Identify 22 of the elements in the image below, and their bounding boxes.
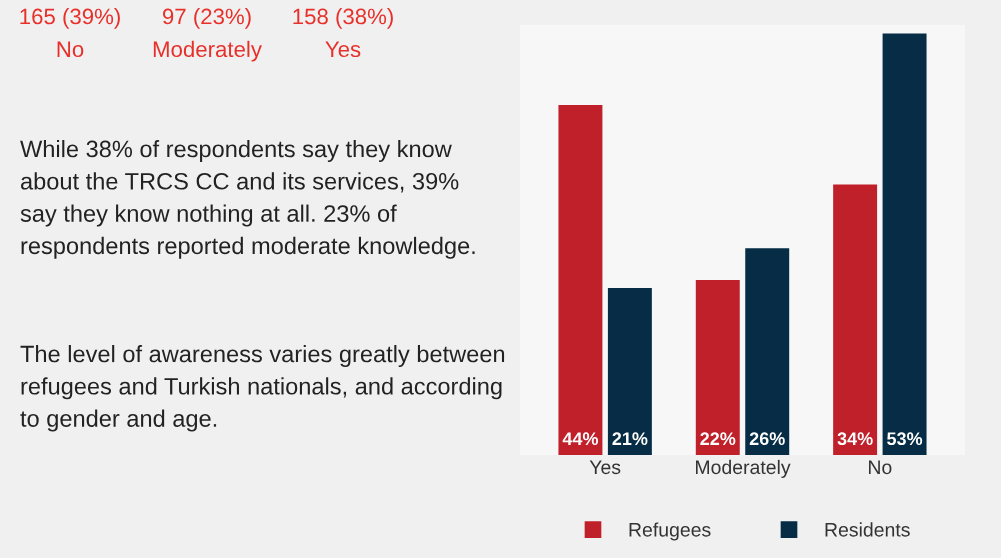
data-label: 26%: [749, 432, 785, 446]
bar: [882, 33, 927, 455]
x-tick-label: Yes: [589, 460, 621, 475]
legend-label: Refugees: [629, 522, 711, 541]
text: 158 (38%) Yes: [293, 8, 393, 58]
data-label: 22%: [700, 432, 736, 446]
x-tick-label: Moderately: [696, 459, 791, 478]
bar: [607, 287, 652, 455]
bar: [558, 105, 603, 455]
data-label: 53%: [887, 432, 923, 446]
legend-label: Residents: [825, 522, 910, 537]
bar: [695, 280, 740, 455]
text: The level of awareness varies greatly between refugees and Turkish nationals, and according to gender and age.: [20, 345, 505, 432]
data-label: 34%: [837, 432, 873, 446]
bar: [833, 184, 878, 455]
text: 165 (39%) No: [20, 8, 120, 58]
data-label: 44%: [562, 432, 599, 446]
x-tick-label: No: [869, 460, 892, 475]
bar: [745, 248, 790, 455]
text: 97 (23%) Moderately: [153, 8, 262, 62]
data-label: 21%: [612, 432, 648, 446]
text: While 38% of respondents say they know about the TRCS CC and its services, 39% say they know nothing at all. 23% of respondents reported moderate knowledge.: [20, 140, 475, 259]
